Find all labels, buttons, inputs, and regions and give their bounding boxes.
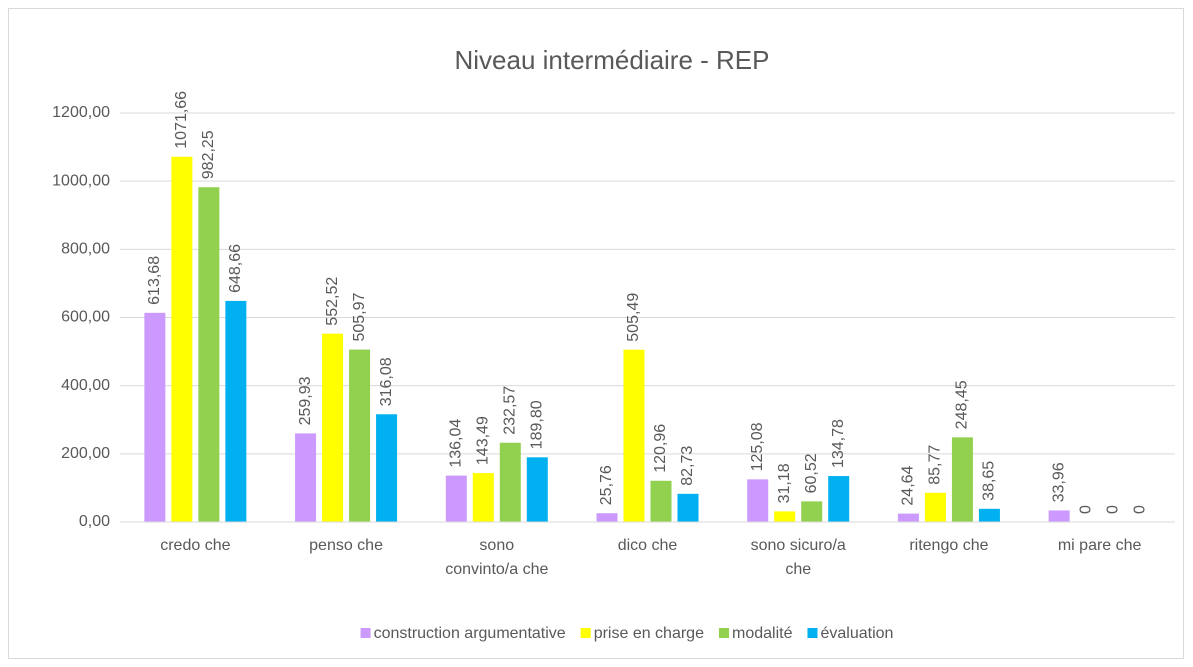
legend-label: évaluation xyxy=(820,625,893,642)
value-label: 505,97 xyxy=(351,293,368,342)
x-tick-label: dico che xyxy=(618,537,678,554)
legend-swatch xyxy=(580,628,591,638)
value-label: 125,08 xyxy=(749,422,766,471)
bar xyxy=(295,433,317,522)
legend-label: modalité xyxy=(732,625,793,642)
value-label: 0 xyxy=(1104,505,1121,514)
bar xyxy=(1048,510,1070,522)
bar xyxy=(978,508,1000,522)
bar xyxy=(526,457,548,522)
bar xyxy=(445,475,467,522)
bar xyxy=(951,437,973,522)
y-tick-label: 0,00 xyxy=(79,513,110,530)
bar xyxy=(499,442,521,522)
value-label: 82,73 xyxy=(679,446,696,486)
x-tick-label: penso che xyxy=(309,537,383,554)
bar xyxy=(623,349,645,522)
bar xyxy=(322,333,344,522)
value-label: 613,68 xyxy=(146,256,163,305)
x-tick-label: ritengo che xyxy=(909,537,988,554)
bar xyxy=(171,156,193,522)
value-label: 24,64 xyxy=(900,465,917,505)
y-tick-label: 1200,00 xyxy=(52,104,110,121)
x-tick-label-line: sono xyxy=(479,537,514,554)
value-label: 189,80 xyxy=(529,400,546,449)
bar xyxy=(349,349,371,522)
value-label: 982,25 xyxy=(200,130,217,179)
x-tick-label-line: sono sicuro/a xyxy=(751,537,846,554)
bar xyxy=(677,493,699,522)
bar xyxy=(376,414,398,522)
value-label: 33,96 xyxy=(1050,462,1067,502)
bar xyxy=(472,473,494,522)
bar xyxy=(924,492,946,522)
legend-label: construction argumentative xyxy=(374,625,566,642)
y-tick-label: 600,00 xyxy=(61,309,110,326)
value-label: 232,57 xyxy=(502,386,519,435)
bar xyxy=(747,479,769,522)
bar xyxy=(144,312,166,522)
x-tick-label: mi pare che xyxy=(1058,537,1142,554)
legend-swatch xyxy=(807,628,818,638)
value-label: 505,49 xyxy=(625,293,642,342)
x-tick-label-line: convinto/a che xyxy=(445,561,548,578)
value-label: 134,78 xyxy=(830,419,847,468)
value-label: 143,49 xyxy=(475,416,492,465)
x-tick-label: credo che xyxy=(160,537,230,554)
y-tick-label: 200,00 xyxy=(61,445,110,462)
value-label: 316,08 xyxy=(378,357,395,406)
chart-title: Niveau intermédiaire - REP xyxy=(454,45,769,75)
x-tick-label: sono convinto/a che xyxy=(445,537,548,578)
bar xyxy=(650,480,672,522)
bar xyxy=(774,511,796,522)
value-label: 120,96 xyxy=(652,424,669,473)
bar xyxy=(225,300,247,522)
value-label: 25,76 xyxy=(598,465,615,505)
x-tick-label: sono sicuro/a che xyxy=(751,537,846,578)
value-label: 85,77 xyxy=(927,445,944,485)
value-label: 648,66 xyxy=(227,244,244,293)
bar xyxy=(897,513,919,522)
value-label: 0 xyxy=(1131,505,1148,514)
bar xyxy=(198,187,220,522)
x-tick-label-line: che xyxy=(785,561,811,578)
y-tick-label: 800,00 xyxy=(61,241,110,258)
value-label: 136,04 xyxy=(448,419,465,468)
value-label: 259,93 xyxy=(297,376,314,425)
value-label: 1071,66 xyxy=(173,91,190,149)
value-label: 552,52 xyxy=(324,277,341,326)
value-label: 60,52 xyxy=(803,453,820,493)
y-tick-label: 400,00 xyxy=(61,377,110,394)
value-label: 31,18 xyxy=(776,463,793,503)
legend-label: prise en charge xyxy=(594,625,704,642)
y-tick-label: 1000,00 xyxy=(52,172,110,189)
value-label: 38,65 xyxy=(981,461,998,501)
bar xyxy=(596,513,618,522)
bar xyxy=(828,476,850,522)
value-label: 248,45 xyxy=(954,380,971,429)
bar xyxy=(801,501,823,522)
value-label: 0 xyxy=(1077,505,1094,514)
legend-swatch xyxy=(360,628,371,638)
legend-swatch xyxy=(718,628,729,638)
